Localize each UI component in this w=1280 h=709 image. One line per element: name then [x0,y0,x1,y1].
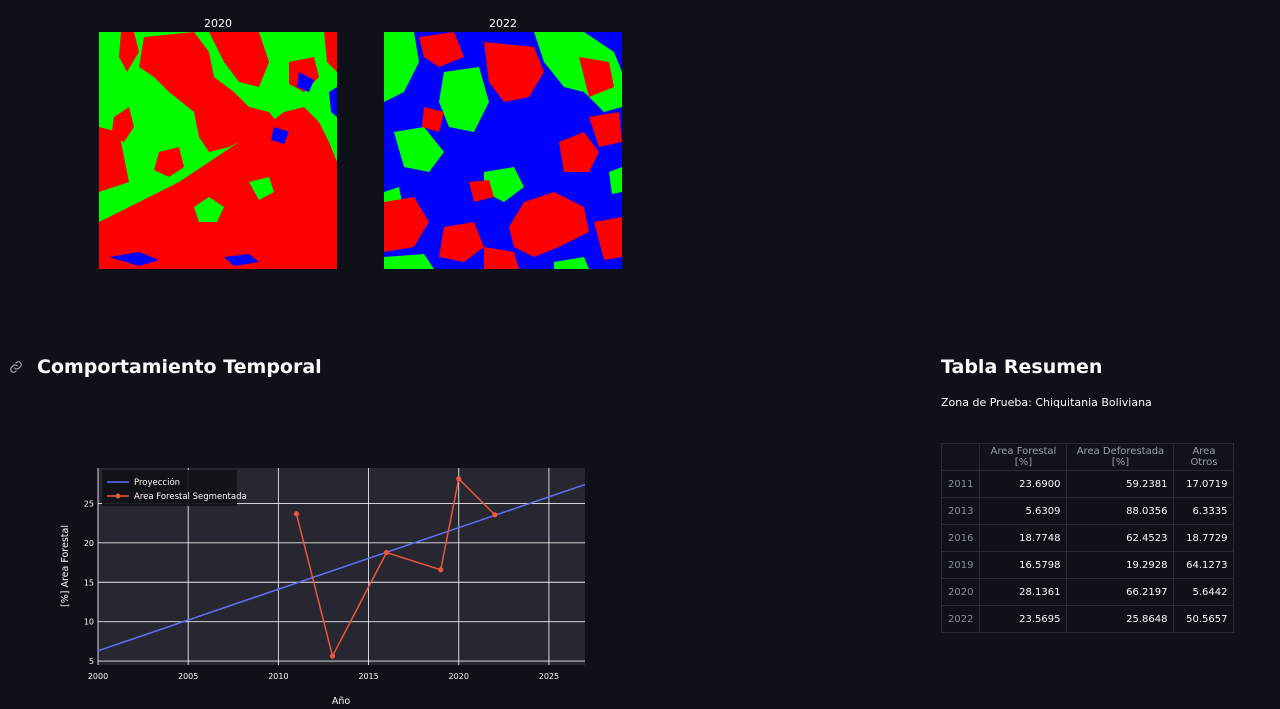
table-row: 2022 23.5695 25.8648 50.5657 [940,605,1235,633]
segmentation-map-2022 [384,32,622,269]
table-row: 2019 16.5798 19.2928 64.1273 [940,551,1235,579]
x-tick-label: 2005 [178,672,198,681]
image-title-2020: 2020 [204,17,232,30]
cell-others[interactable]: 6.3335 [1173,497,1235,525]
table-row: 2013 5.6309 88.0356 6.3335 [940,497,1235,525]
cell-forest[interactable]: 23.6900 [979,470,1068,498]
data-point [329,653,336,659]
data-point [456,476,462,482]
data-point [492,512,498,518]
data-point [293,511,300,517]
cell-deforested[interactable]: 66.2197 [1066,578,1175,606]
cell-deforested[interactable]: 62.4523 [1066,524,1175,552]
data-point [438,567,444,573]
link-icon[interactable] [4,355,28,379]
table-row: 2020 28.1361 66.2197 5.6442 [940,578,1235,606]
section-title-temporal: Comportamiento Temporal [37,356,322,378]
segmentation-map-2020 [99,32,337,269]
summary-table[interactable]: Area Forestal [%] Area Deforestada [%] A… [940,443,1235,633]
x-axis-label: Año [332,696,351,707]
y-tick-label: 20 [84,539,94,548]
cell-deforested[interactable]: 88.0356 [1066,497,1175,525]
chart-series [97,476,586,659]
cell-deforested[interactable]: 25.8648 [1066,605,1175,633]
y-tick-label: 5 [89,657,94,666]
column-header-others[interactable]: Area Otros [1173,443,1235,471]
x-tick-label: 2000 [88,672,108,681]
row-year: 2019 [940,551,981,579]
image-title-2022: 2022 [489,17,517,30]
section-title-summary: Tabla Resumen [941,356,1103,378]
row-year: 2016 [940,524,981,552]
x-tick-label: 2025 [539,672,559,681]
x-tick-label: 2015 [358,672,378,681]
legend-marker-segmented [115,493,121,499]
cell-others[interactable]: 64.1273 [1173,551,1235,579]
cell-forest[interactable]: 28.1361 [979,578,1068,606]
cell-others[interactable]: 17.0719 [1173,470,1235,498]
cell-others[interactable]: 50.5657 [1173,605,1235,633]
y-axis-label: [%] Area Forestal [60,525,71,607]
segmented-line [295,477,496,659]
cell-deforested[interactable]: 59.2381 [1066,470,1175,498]
row-year: 2020 [940,578,981,606]
row-year: 2011 [940,470,981,498]
chart-legend[interactable]: Proyección Area Forestal Segmentada [102,470,247,506]
column-header-deforested[interactable]: Area Deforestada [%] [1066,443,1175,471]
column-header-index[interactable] [940,443,981,471]
cell-deforested[interactable]: 19.2928 [1066,551,1175,579]
legend-label-projection: Proyección [134,477,180,488]
y-tick-label: 25 [84,499,94,508]
cell-forest[interactable]: 18.7748 [979,524,1068,552]
table-row: 2016 18.7748 62.4523 18.7729 [940,524,1235,552]
table-row: 2011 23.6900 59.2381 17.0719 [940,470,1235,498]
legend-label-segmented: Area Forestal Segmentada [134,492,247,502]
cell-others[interactable]: 5.6442 [1173,578,1235,606]
y-tick-label: 10 [84,618,94,627]
table-caption: Zona de Prueba: Chiquitania Boliviana [941,396,1152,409]
cell-forest[interactable]: 16.5798 [979,551,1068,579]
row-year: 2022 [940,605,981,633]
cell-others[interactable]: 18.7729 [1173,524,1235,552]
table-header-row: Area Forestal [%] Area Deforestada [%] A… [940,443,1235,471]
cell-forest[interactable]: 5.6309 [979,497,1068,525]
x-tick-label: 2020 [449,672,469,681]
data-point [383,549,390,556]
y-tick-label: 15 [84,578,94,587]
cell-forest[interactable]: 23.5695 [979,605,1068,633]
x-tick-label: 2010 [268,672,288,681]
projection-line [97,483,586,652]
row-year: 2013 [940,497,981,525]
column-header-forest[interactable]: Area Forestal [%] [979,443,1068,471]
